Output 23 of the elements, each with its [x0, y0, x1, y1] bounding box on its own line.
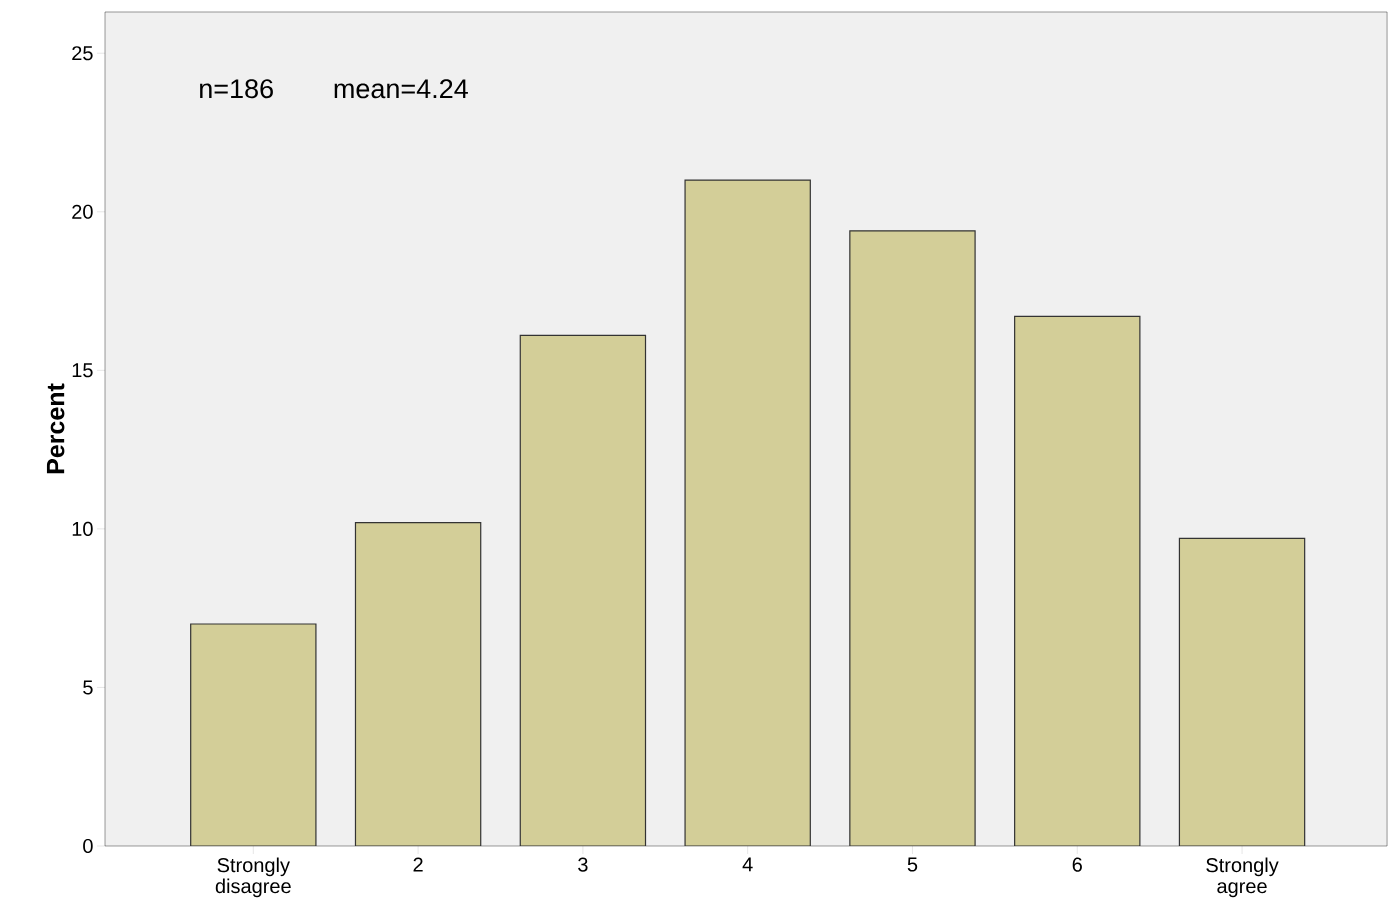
x-tick-label: 4 [742, 857, 753, 872]
x-tick-label: Strongly disagree [215, 857, 291, 898]
y-tick-label: 15 [72, 363, 93, 378]
x-tick-label: Strongly agree [1206, 857, 1279, 898]
y-tick-label: 20 [72, 204, 93, 219]
x-tick-label: 6 [1072, 857, 1082, 872]
y-tick-label: 5 [83, 680, 93, 695]
bar [190, 624, 316, 846]
x-tick-label: 2 [413, 857, 423, 872]
y-tick-label: 25 [72, 46, 93, 61]
bar [355, 522, 481, 846]
annotation: n=186 [200, 79, 273, 99]
bar [685, 180, 811, 846]
bar [1014, 316, 1140, 846]
y-tick-label: 0 [83, 838, 93, 854]
x-tick-label: 5 [907, 857, 918, 872]
y-tick-label: 10 [72, 521, 93, 536]
bar [520, 335, 646, 846]
bar [849, 230, 976, 846]
x-tick-label: 3 [578, 857, 588, 872]
y-axis-title: Percent [46, 383, 65, 474]
bar [1178, 537, 1306, 846]
annotation: mean=4.24 [334, 79, 468, 99]
